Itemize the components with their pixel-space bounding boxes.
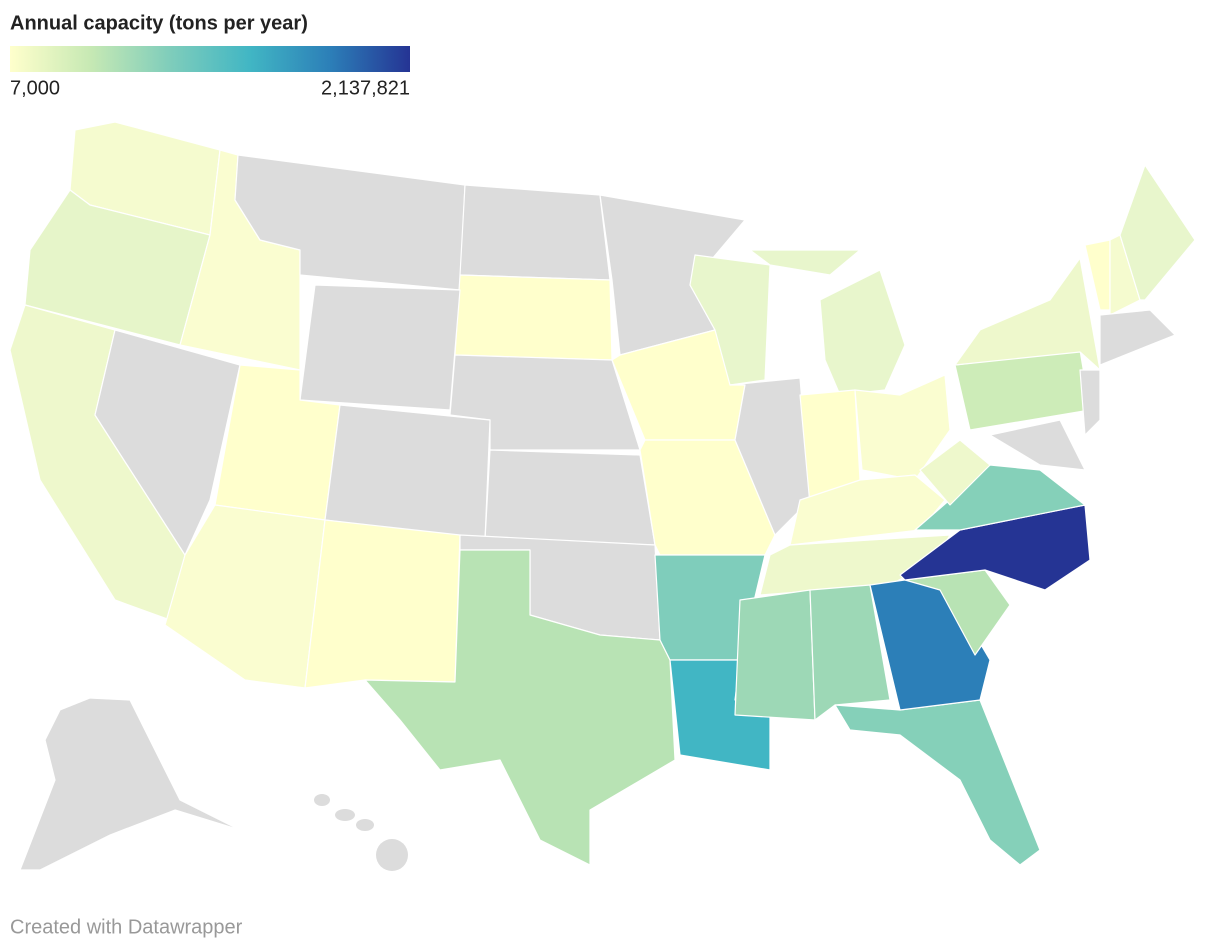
state — [729, 377, 811, 536]
state — [854, 374, 951, 481]
state — [304, 519, 461, 689]
legend-max-label: 2,137,821 — [321, 77, 410, 99]
state — [454, 274, 613, 361]
state — [1119, 164, 1196, 301]
legend-min-label: 7,000 — [10, 77, 60, 99]
state — [989, 419, 1086, 471]
states — [9, 121, 1196, 871]
state — [1099, 309, 1176, 366]
state — [834, 699, 1041, 866]
state — [364, 549, 676, 866]
island — [314, 794, 330, 806]
state — [94, 329, 241, 556]
island — [356, 819, 374, 831]
state — [819, 269, 906, 396]
state — [324, 404, 491, 541]
state — [809, 584, 891, 721]
legend: 7,000 2,137,821 — [10, 46, 410, 99]
state — [639, 439, 776, 556]
state — [459, 184, 611, 281]
state — [19, 697, 241, 871]
legend-gradient — [10, 46, 410, 72]
state — [749, 249, 861, 276]
state — [1079, 369, 1101, 436]
state — [919, 439, 991, 506]
state — [299, 284, 461, 411]
state — [484, 449, 656, 546]
state — [1084, 239, 1111, 311]
state — [734, 589, 816, 721]
island — [335, 809, 355, 821]
footer: Created with Datawrapper — [10, 916, 243, 938]
legend-title: Annual capacity (tons per year) — [10, 12, 308, 34]
island — [376, 839, 408, 871]
